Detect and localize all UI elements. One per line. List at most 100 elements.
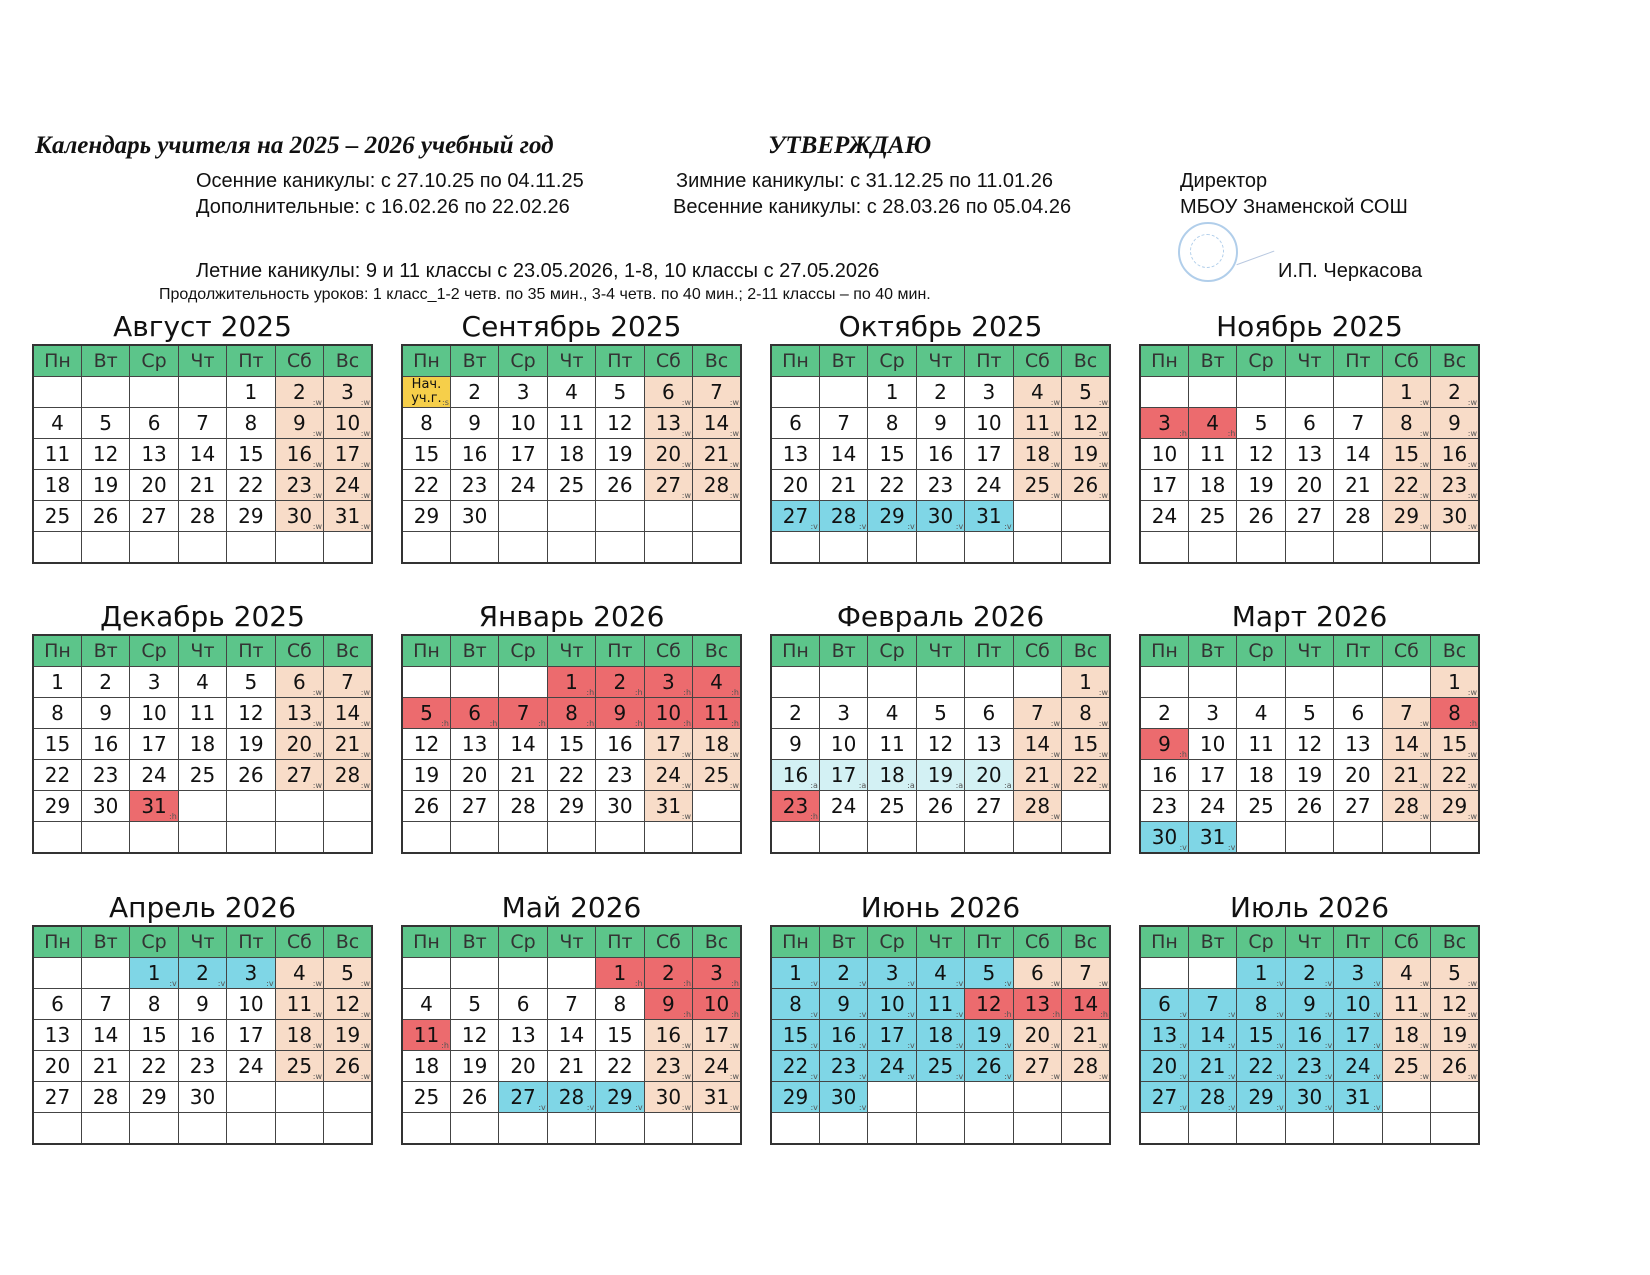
day-cell: 11 [1187,438,1238,470]
weekday-header: Вт [449,925,500,958]
weekday-header: Чт [1284,925,1335,958]
day-type-code: :w [1467,812,1477,821]
day-type-code: :a [810,781,818,790]
day-cell: 24:v [867,1050,917,1082]
day-cell: 18 [1187,469,1238,501]
empty-cell [1012,666,1063,698]
week-row: 1:h 2:h 3:h [401,957,742,989]
day-cell: 18:a [867,759,917,791]
day-cell: 4:w [1012,376,1063,408]
day-cell: 7 [177,407,228,439]
weekday-header: Вт [818,634,869,667]
empty-cell [323,1112,373,1145]
weekday-header: Ср [1236,634,1286,667]
day-cell: 19 [226,728,276,760]
week-row: 22 23 24 25 26 27:w 28:w [401,469,742,501]
day-type-code: :w [729,781,739,790]
day-type-code: :v [1276,979,1284,988]
day-type-code: :w [312,750,323,759]
day-cell: 27:w [1012,1050,1063,1082]
day-cell: 5 [449,988,500,1020]
summer-vacation: Летние каникулы: 9 и 11 классы с 23.05.2… [196,260,880,282]
day-cell: 29:v [770,1081,820,1113]
weekday-header: Пт [595,925,645,958]
day-cell: 23:w [643,1050,694,1082]
day-cell: 31:v [1333,1081,1383,1113]
director-label: Директор [1180,170,1268,192]
week-row: 13:v 14:v 15:v 16:v 17:v 18:w 19:w [1139,1019,1480,1051]
day-cell: 13:w [274,697,325,729]
empty-cell [226,1112,276,1145]
empty-cell [1187,376,1238,408]
day-cell: 17 [1187,759,1238,791]
day-cell: 24:w [692,1050,742,1082]
month-title: Май 2026 [501,891,642,924]
month-title: Июнь 2026 [860,891,1021,924]
day-type-code: :w [1098,460,1108,469]
weekday-header-row: Пн Вт Ср Чт Пт Сб Вс [1139,925,1480,958]
day-cell: 9:h [643,988,694,1020]
day-cell: 20 [449,759,500,791]
empty-cell [1187,666,1238,698]
day-type-code: :w [312,491,323,500]
day-cell: 26 [915,790,966,822]
week-row: 1:w 2:w [1139,376,1480,408]
day-cell: 3:v [1333,957,1383,989]
day-cell: 9 [915,407,966,439]
day-cell: 12 [449,1019,500,1051]
day-type-code: :w [1098,979,1108,988]
day-type-code: :w [681,781,692,790]
day-cell: 12:w [323,988,373,1020]
weekday-header: Чт [546,925,597,958]
winter-vacation: Зимние каникулы: с 31.12.25 по 11.01.26 [676,170,1053,192]
day-cell: 26 [1236,500,1286,532]
day-cell: 25 [1187,500,1238,532]
day-cell: 27 [1284,500,1335,532]
day-cell: 27:v [1139,1081,1189,1113]
day-cell: 18 [1236,759,1286,791]
month-calendar: Январь 2026 Пн Вт Ср Чт Пт Сб Вс 1:h 2:h 3:h 4:h 5:h… [401,600,742,854]
day-cell: 6 [770,407,820,439]
empty-cell [1333,1112,1383,1145]
day-type-code: :w [681,1103,692,1112]
month-table: Пн Вт Ср Чт Пт Сб Вс 1:w 2:w 3:h 4:h 5 6 7 8:w 9:w 10 11 1… [1139,344,1480,564]
day-cell: 19:w [323,1019,373,1051]
empty-cell [867,531,917,564]
day-type-code: :h [1227,429,1236,438]
day-cell: 5:v [964,957,1014,989]
day-cell: 10:v [867,988,917,1020]
day-cell: 17 [129,728,179,760]
weekday-header: Чт [177,344,228,377]
day-type-code: :v [955,522,964,531]
day-type-code: :v [1227,1010,1236,1019]
weekday-header: Вс [1061,925,1111,958]
empty-cell [449,531,500,564]
week-row: 1:h 2:h 3:h 4:h [401,666,742,698]
signatory-name: И.П. Черкасова [1278,260,1423,282]
empty-cell [274,1081,325,1113]
month-table: Пн Вт Ср Чт Пт Сб Вс Нач. уч.г.:s 2 3 4 5 6:w 7:w 8 9 10… [401,344,742,564]
weekday-header-row: Пн Вт Ср Чт Пт Сб Вс [32,925,373,958]
day-type-code: :w [360,1010,370,1019]
week-row: 1 2 3 4:w 5:w [770,376,1111,408]
day-type-code: :w [1098,398,1108,407]
day-cell: 16:v [818,1019,869,1051]
empty-cell [1333,666,1383,698]
empty-cell [1381,531,1432,564]
day-type-code: :w [1419,812,1430,821]
empty-cell [595,1112,645,1145]
day-type-code: :w [1050,491,1061,500]
week-row: 22:v 23:v 24:v 25:v 26:v 27:w 28:w [770,1050,1111,1082]
day-cell: 28 [1333,500,1383,532]
day-cell: 5 [595,376,645,408]
empty-cell [1236,1112,1286,1145]
weekday-header-row: Пн Вт Ср Чт Пт Сб Вс [32,634,373,667]
day-type-code: :w [681,1041,692,1050]
empty-cell [449,666,500,698]
day-cell: 1:h [595,957,645,989]
month-table: Пн Вт Ср Чт Пт Сб Вс 1:v 2:v 3:v 4:v 5:v 6:w 7:w 8:v 9:… [770,925,1111,1145]
day-cell: 5:h [401,697,451,729]
empty-cell [498,957,548,989]
empty-cell [1187,1112,1238,1145]
month-title: Октябрь 2025 [838,310,1043,343]
